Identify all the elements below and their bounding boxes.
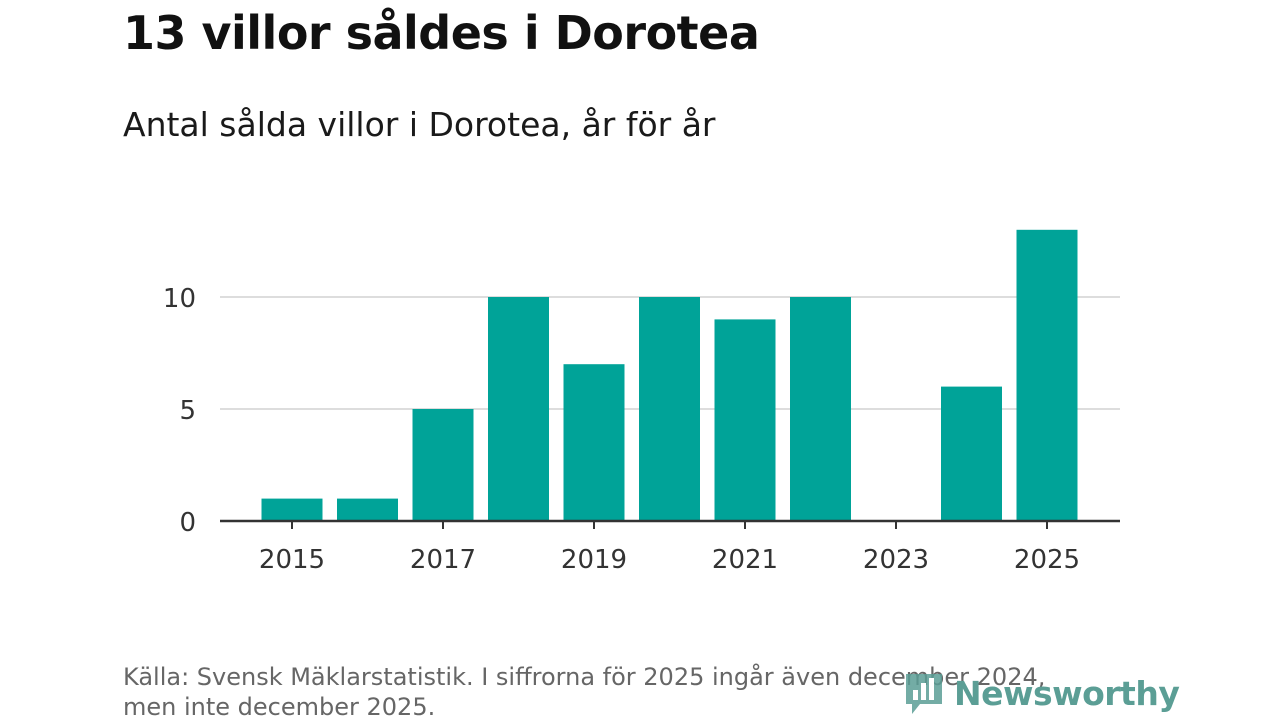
source-note: Källa: Svensk Mäklarstatistik. I siffror… bbox=[123, 662, 1045, 722]
bar-2017 bbox=[412, 409, 474, 521]
bar-2021 bbox=[714, 319, 776, 521]
brand-logo: Newsworthy bbox=[902, 670, 1180, 716]
bar-chart-logo-icon bbox=[906, 674, 942, 714]
y-tick-label: 10 bbox=[163, 284, 196, 314]
bar-2018 bbox=[488, 297, 549, 521]
x-axis: 2015 2017 2019 2021 2023 2025 bbox=[220, 519, 1120, 575]
y-tick-label: 5 bbox=[179, 396, 196, 426]
y-axis-labels: 0 5 10 bbox=[163, 284, 196, 538]
brand-name: Newsworthy bbox=[954, 673, 1180, 713]
chart-subtitle: Antal sålda villor i Dorotea, år för år bbox=[123, 105, 716, 144]
x-tick-label: 2017 bbox=[410, 545, 476, 575]
x-tick-label: 2019 bbox=[561, 545, 627, 575]
x-tick-label: 2021 bbox=[712, 545, 778, 575]
bars bbox=[261, 229, 1078, 522]
x-tick-label: 2023 bbox=[863, 545, 929, 575]
source-line-1: Källa: Svensk Mäklarstatistik. I siffror… bbox=[123, 663, 1046, 691]
bar-2015 bbox=[261, 498, 323, 521]
chart-title: 13 villor såldes i Dorotea bbox=[123, 6, 760, 60]
bar-2024 bbox=[941, 386, 1002, 521]
bar-2016 bbox=[337, 498, 398, 521]
x-tick-label: 2015 bbox=[259, 545, 325, 575]
source-line-2: men inte december 2025. bbox=[123, 693, 436, 721]
bar-2019 bbox=[563, 364, 625, 521]
bar-2025 bbox=[1016, 229, 1078, 522]
bar-2022 bbox=[790, 297, 851, 521]
bar-2020 bbox=[639, 297, 700, 521]
x-tick-label: 2025 bbox=[1014, 545, 1080, 575]
y-tick-label: 0 bbox=[179, 508, 196, 538]
